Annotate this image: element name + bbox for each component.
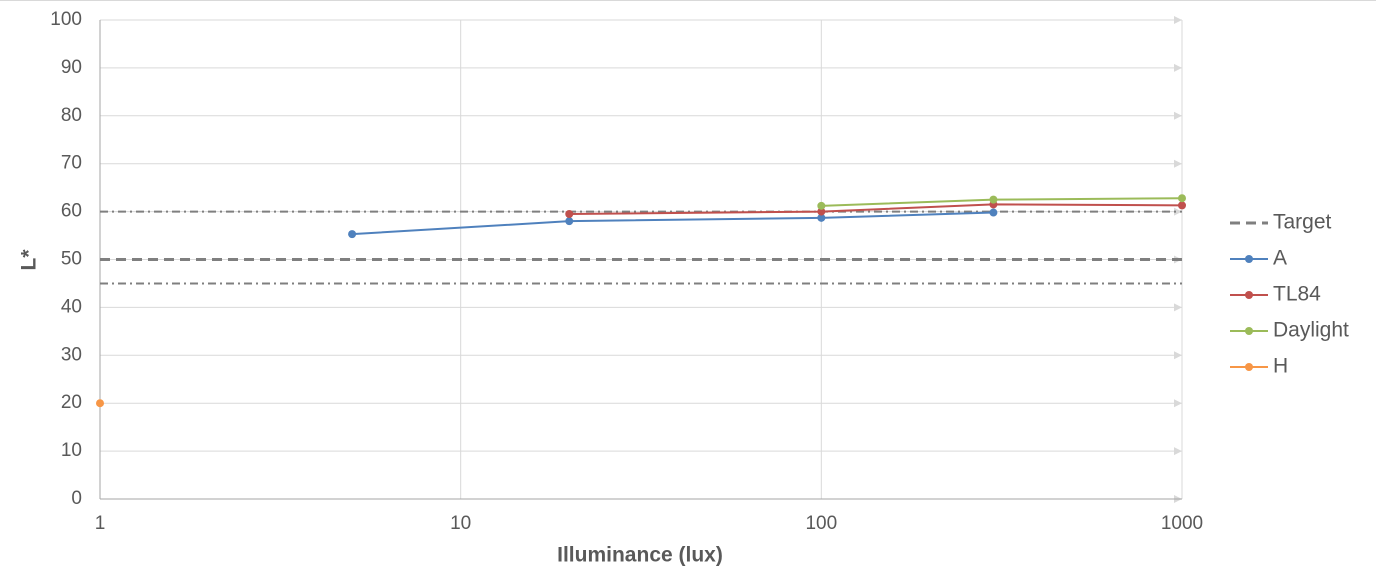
x-axis-label: Illuminance (lux) bbox=[557, 544, 723, 567]
y-tick-label: 100 bbox=[50, 9, 82, 30]
grid-arrow bbox=[1174, 16, 1182, 24]
legend-label: H bbox=[1273, 355, 1288, 378]
series-line bbox=[352, 211, 994, 236]
data-point bbox=[1178, 194, 1186, 203]
legend-label: A bbox=[1273, 247, 1287, 270]
y-tick-label: 0 bbox=[71, 488, 82, 509]
data-point bbox=[989, 195, 998, 204]
grid-arrow bbox=[1174, 111, 1182, 120]
grid-arrow bbox=[1174, 447, 1182, 456]
y-tick-label: 80 bbox=[61, 105, 82, 126]
x-tick-label: 10 bbox=[450, 513, 471, 534]
grid-arrow bbox=[1174, 159, 1182, 168]
legend-label: TL84 bbox=[1273, 283, 1321, 306]
y-tick-label: 90 bbox=[61, 57, 82, 78]
grid-arrow bbox=[1174, 63, 1182, 72]
y-tick-label: 20 bbox=[61, 392, 82, 413]
x-tick-label: 1000 bbox=[1161, 513, 1203, 534]
data-point bbox=[989, 208, 998, 217]
legend-label: Daylight bbox=[1273, 319, 1349, 342]
data-point bbox=[817, 201, 826, 210]
x-tick-label: 100 bbox=[805, 513, 837, 534]
legend-marker bbox=[1245, 327, 1253, 335]
y-tick-label: 60 bbox=[61, 201, 82, 222]
y-tick-label: 70 bbox=[61, 153, 82, 174]
data-point bbox=[96, 399, 104, 408]
legend-label: Target bbox=[1273, 211, 1332, 234]
x-tick-label: 1 bbox=[95, 513, 106, 534]
legend-marker bbox=[1245, 291, 1253, 299]
data-point bbox=[817, 213, 826, 222]
data-point bbox=[348, 230, 357, 239]
y-tick-label: 50 bbox=[61, 249, 82, 270]
series-line bbox=[569, 203, 1183, 215]
y-tick-label: 30 bbox=[61, 344, 82, 365]
legend-marker bbox=[1245, 255, 1253, 263]
data-point bbox=[1178, 201, 1186, 210]
y-tick-label: 40 bbox=[61, 296, 82, 317]
data-point bbox=[817, 207, 826, 216]
grid-arrow bbox=[1174, 303, 1182, 312]
grid-arrow bbox=[1174, 207, 1182, 216]
data-point bbox=[565, 209, 574, 218]
grid-arrow bbox=[1174, 399, 1182, 408]
y-axis-label: L* bbox=[18, 249, 41, 271]
y-tick-label: 10 bbox=[61, 440, 82, 461]
data-point bbox=[565, 217, 574, 226]
legend-marker bbox=[1245, 363, 1253, 371]
grid-arrow bbox=[1174, 351, 1182, 360]
